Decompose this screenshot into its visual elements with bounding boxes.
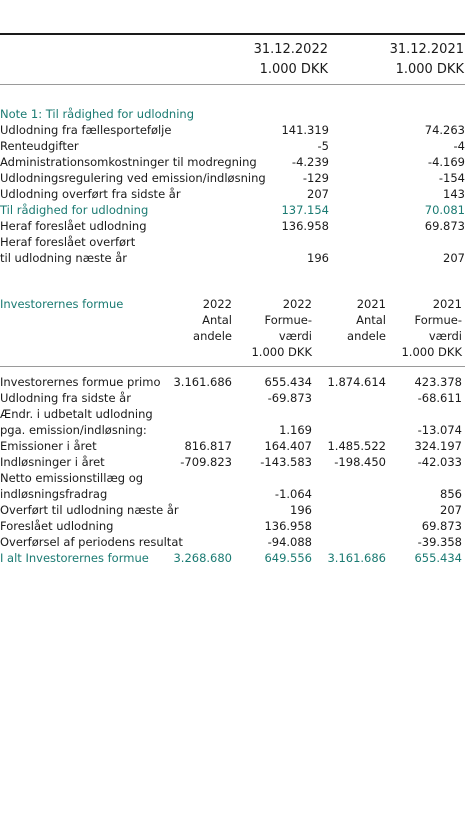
date-header-2022: 31.12.2022: [253, 42, 328, 57]
col-header-line: andele: [193, 329, 232, 343]
formue-2021: 423.378: [414, 375, 462, 389]
header-rule: [0, 84, 465, 85]
row-label: Ændr. i udbetalt udlodning: [0, 407, 153, 421]
row-label: Administrationsomkostninger til modregni…: [0, 155, 257, 169]
value-2022: -129: [302, 171, 329, 185]
col-header-line: 1.000 DKK: [251, 345, 312, 359]
col-header-line: værdi: [278, 329, 312, 343]
col-header-line: 2022: [282, 297, 312, 311]
formue-2022: 196: [290, 503, 312, 517]
investor-title: Investorernes formue: [0, 297, 124, 311]
top-rule: [0, 33, 465, 35]
row-label: Udlodning overført fra sidste år: [0, 187, 181, 201]
value-2022: 136.958: [281, 219, 329, 233]
formue-2021: 207: [440, 503, 462, 517]
formue-2022: -69.873: [267, 391, 312, 405]
value-2021: 207: [443, 251, 465, 265]
antal-2021: 1.874.614: [327, 375, 386, 389]
antal-2021: 3.161.686: [327, 551, 386, 565]
row-label: Renteudgifter: [0, 139, 79, 153]
value-2022: -4.239: [291, 155, 329, 169]
value-2021: 74.263: [424, 123, 465, 137]
value-2022: 137.154: [281, 203, 329, 217]
value-2021: -4.169: [427, 155, 465, 169]
row-label: Emissioner i året: [0, 439, 97, 453]
row-label: Overførsel af periodens resultat: [0, 535, 183, 549]
row-label: Foreslået udlodning: [0, 519, 114, 533]
col-header-line: værdi: [428, 329, 462, 343]
formue-2022: -94.088: [267, 535, 312, 549]
antal-2021: -198.450: [334, 455, 386, 469]
value-2022: 207: [307, 187, 329, 201]
value-2021: -4: [453, 139, 465, 153]
formue-2021: 69.873: [421, 519, 462, 533]
formue-2021: -68.611: [417, 391, 462, 405]
note1-title: Note 1: Til rådighed for udlodning: [0, 107, 194, 121]
value-2021: 143: [443, 187, 465, 201]
value-2022: -5: [317, 139, 329, 153]
row-label: Udlodningsregulering ved emission/indløs…: [0, 171, 266, 185]
row-label: indløsningsfradrag: [0, 487, 108, 501]
unit-header-2022: 1.000 DKK: [259, 62, 328, 77]
date-header-2021: 31.12.2021: [389, 42, 464, 57]
formue-2022: 136.958: [264, 519, 312, 533]
col-header-line: Formue-: [414, 313, 462, 327]
antal-2022: 3.161.686: [173, 375, 232, 389]
value-2021: 70.081: [424, 203, 465, 217]
row-label: pga. emission/indløsning:: [0, 423, 147, 437]
col-header-line: 2021: [432, 297, 462, 311]
formue-2022: 649.556: [264, 551, 312, 565]
row-label: til udlodning næste år: [0, 251, 127, 265]
formue-2022: 655.434: [264, 375, 312, 389]
formue-2022: 164.407: [264, 439, 312, 453]
col-header-line: 2022: [202, 297, 232, 311]
formue-2021: 324.197: [414, 439, 462, 453]
antal-2022: 816.817: [184, 439, 232, 453]
value-2022: 141.319: [281, 123, 329, 137]
col-header-line: 1.000 DKK: [401, 345, 462, 359]
formue-2021: 856: [440, 487, 462, 501]
unit-header-2021: 1.000 DKK: [395, 62, 464, 77]
formue-2021: -39.358: [417, 535, 462, 549]
antal-2021: 1.485.522: [327, 439, 386, 453]
row-label: Investorernes formue primo: [0, 375, 161, 389]
row-label: Til rådighed for udlodning: [0, 203, 149, 217]
row-label: Udlodning fra fællesportefølje: [0, 123, 172, 137]
value-2021: -154: [438, 171, 465, 185]
row-label: Indløsninger i året: [0, 455, 105, 469]
col-header-line: 2021: [356, 297, 386, 311]
antal-2022: -709.823: [180, 455, 232, 469]
formue-2021: -13.074: [417, 423, 462, 437]
col-header-line: Antal: [356, 313, 386, 327]
row-label: Overført til udlodning næste år: [0, 503, 179, 517]
col-header-line: Antal: [202, 313, 232, 327]
antal-2022: 3.268.680: [173, 551, 232, 565]
formue-2021: 655.434: [414, 551, 462, 565]
investor-header-rule: [0, 366, 465, 367]
formue-2022: -143.583: [260, 455, 312, 469]
col-header-line: Formue-: [264, 313, 312, 327]
formue-2022: 1.169: [279, 423, 312, 437]
row-label: Udlodning fra sidste år: [0, 391, 131, 405]
row-label: Heraf foreslået udlodning: [0, 219, 147, 233]
col-header-line: andele: [347, 329, 386, 343]
row-label: Heraf foreslået overført: [0, 235, 136, 249]
formue-2022: -1.064: [274, 487, 312, 501]
row-label: Netto emissionstillæg og: [0, 471, 144, 485]
value-2022: 196: [307, 251, 329, 265]
row-label: I alt Investorernes formue: [0, 551, 149, 565]
value-2021: 69.873: [424, 219, 465, 233]
formue-2021: -42.033: [417, 455, 462, 469]
